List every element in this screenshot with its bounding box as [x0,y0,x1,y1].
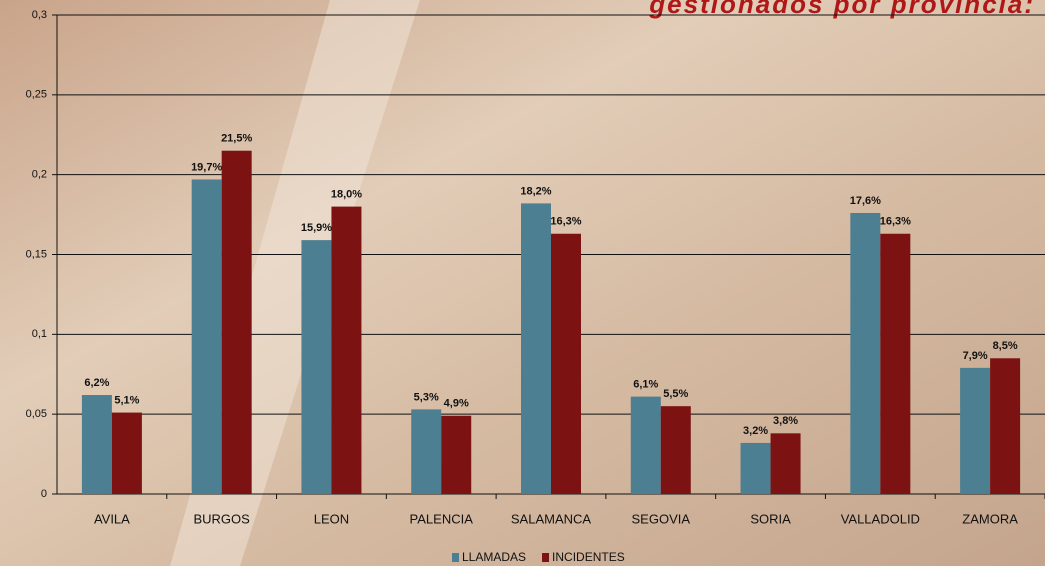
value-label: 4,9% [444,398,469,410]
y-tick-label: 0,3 [32,9,47,21]
bar [521,203,551,494]
bar [741,443,771,494]
value-label: 5,1% [114,394,139,406]
y-tick-label: 0,15 [26,248,47,260]
bar [551,234,581,494]
value-label: 15,9% [301,222,332,234]
chart: gestionados por provincia: 0 0,05 0,1 0,15 0… [0,0,1045,566]
bar [880,234,910,494]
legend-label: LLAMADAS [462,550,526,564]
x-tick-label: SORIA [750,511,791,526]
value-label: 6,1% [633,379,658,391]
value-label: 19,7% [191,161,222,173]
bar [301,240,331,494]
bar [112,413,142,494]
y-tick-label: 0,1 [32,328,47,340]
chart-title: gestionados por provincia: [648,0,1035,19]
value-label: 17,6% [850,195,881,207]
y-tick-label: 0 [41,488,47,500]
y-tick-label: 0,25 [26,89,47,101]
x-tick-label: VALLADOLID [841,511,920,526]
y-tick-label: 0,05 [26,408,47,420]
value-label: 3,2% [743,425,768,437]
bar [192,179,222,494]
value-label: 18,2% [520,185,551,197]
x-tick-label: PALENCIA [410,511,474,526]
value-label: 5,3% [414,391,439,403]
bar [331,207,361,494]
bar [631,397,661,494]
value-label: 3,8% [773,415,798,427]
bar [771,433,801,494]
y-tick-label: 0,2 [32,169,47,181]
x-tick-label: ZAMORA [962,511,1018,526]
bar [441,416,471,494]
x-tick-label: SALAMANCA [511,511,592,526]
value-label: 6,2% [84,377,109,389]
x-tick-label: LEON [314,511,349,526]
page: {"chart_data": {"type": "bar", "title": … [0,0,1045,566]
value-label: 21,5% [221,133,252,145]
x-tick-label: BURGOS [193,511,250,526]
legend-swatch [542,553,549,562]
x-tick-label: SEGOVIA [632,511,691,526]
bar [850,213,880,494]
value-label: 16,3% [880,216,911,228]
value-label: 7,9% [963,350,988,362]
bar [661,406,691,494]
legend-label: INCIDENTES [552,550,625,564]
bar [82,395,112,494]
value-label: 5,5% [663,388,688,400]
value-label: 18,0% [331,189,362,201]
value-label: 8,5% [993,340,1018,352]
bar [411,409,441,494]
value-label: 16,3% [550,216,581,228]
x-tick-label: AVILA [94,511,130,526]
bar [222,151,252,494]
bar [960,368,990,494]
bar [990,358,1020,494]
legend-swatch [452,553,459,562]
